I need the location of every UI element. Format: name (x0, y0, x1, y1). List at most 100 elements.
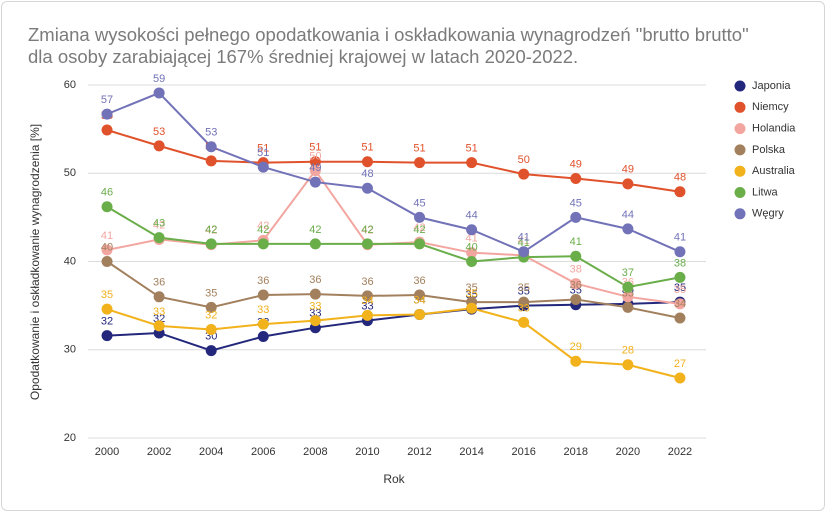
legend-label: Węgry (752, 208, 784, 220)
data-point (361, 156, 373, 168)
data-label: 57 (101, 94, 113, 106)
data-label: 36 (361, 276, 373, 288)
data-point (257, 238, 269, 250)
data-point (414, 308, 426, 320)
data-label: 35 (466, 282, 478, 294)
legend-label: Japonia (752, 80, 791, 92)
legend-marker (734, 101, 746, 113)
data-point (361, 290, 373, 302)
legend-marker (734, 144, 746, 156)
y-tick-label: 60 (64, 79, 76, 91)
data-label: 53 (153, 126, 165, 138)
data-point (570, 293, 582, 305)
data-label: 42 (205, 224, 217, 236)
data-point (309, 176, 321, 188)
data-label: 40 (101, 241, 113, 253)
data-point (205, 345, 217, 357)
data-label: 50 (518, 154, 530, 166)
data-point (205, 301, 217, 313)
data-label: 49 (309, 162, 321, 174)
data-label: 35 (205, 287, 217, 299)
x-tick-label: 2022 (668, 446, 692, 458)
data-label: 43 (153, 218, 165, 230)
data-label: 42 (205, 225, 217, 237)
data-point (257, 161, 269, 173)
data-label: 36 (257, 275, 269, 287)
x-tick-label: 2000 (95, 446, 119, 458)
data-label: 49 (570, 158, 582, 170)
data-point (153, 87, 165, 99)
data-label: 51 (466, 143, 478, 155)
y-tick-label: 30 (64, 344, 76, 356)
data-label: 41 (101, 230, 113, 242)
data-label: 36 (309, 274, 321, 286)
series-line (106, 129, 681, 193)
data-point (466, 157, 478, 169)
legend-marker (734, 165, 746, 177)
data-label: 35 (101, 289, 113, 301)
data-label: 42 (413, 224, 425, 236)
series-line (106, 168, 681, 305)
data-point (622, 281, 634, 293)
data-point (674, 372, 686, 384)
data-point (570, 278, 582, 290)
data-label: 41 (570, 236, 582, 248)
data-label: 32 (101, 316, 113, 328)
data-point (622, 223, 634, 235)
data-label: 42 (153, 219, 165, 231)
data-label: 51 (413, 143, 425, 155)
data-point (674, 186, 686, 198)
data-label: 27 (674, 358, 686, 370)
data-point (674, 246, 686, 258)
data-point (101, 303, 113, 315)
series-line (106, 307, 681, 379)
data-label: 42 (257, 220, 269, 232)
data-label: 45 (413, 197, 425, 209)
x-tick-label: 2008 (303, 446, 327, 458)
data-point (570, 211, 582, 223)
x-tick-label: 2010 (355, 446, 379, 458)
data-point (518, 296, 530, 308)
data-point (309, 165, 321, 177)
data-point (361, 238, 373, 250)
data-point (205, 238, 217, 250)
data-label: 50 (309, 151, 321, 163)
data-label: 33 (153, 306, 165, 318)
data-point (570, 355, 582, 367)
data-point (361, 309, 373, 321)
y-tick-label: 50 (64, 167, 76, 179)
data-label: 46 (101, 187, 113, 199)
data-point (361, 182, 373, 194)
data-point (414, 238, 426, 250)
data-label: 36 (153, 277, 165, 289)
data-label: 36 (413, 275, 425, 287)
data-point (153, 291, 165, 303)
data-label: 42 (413, 222, 425, 234)
data-label: 48 (674, 172, 686, 184)
data-label: 48 (361, 168, 373, 180)
data-point (101, 201, 113, 213)
data-label: 34 (674, 298, 686, 310)
data-point (622, 301, 634, 313)
x-tick-label: 2016 (511, 446, 535, 458)
data-label: 37 (622, 267, 634, 279)
x-tick-label: 2018 (564, 446, 588, 458)
legend-label: Niemcy (752, 101, 789, 113)
data-label: 41 (518, 235, 530, 247)
x-tick-label: 2020 (616, 446, 640, 458)
data-point (257, 331, 269, 343)
x-tick-label: 2006 (251, 446, 275, 458)
x-tick-label: 2004 (199, 446, 223, 458)
data-label: 34 (361, 295, 373, 307)
data-point (153, 320, 165, 332)
data-point (101, 108, 113, 120)
data-point (466, 224, 478, 236)
data-point (205, 323, 217, 335)
data-point (466, 256, 478, 267)
data-point (309, 156, 321, 168)
data-label: 51 (257, 147, 269, 159)
legend-label: Holandia (752, 123, 796, 135)
